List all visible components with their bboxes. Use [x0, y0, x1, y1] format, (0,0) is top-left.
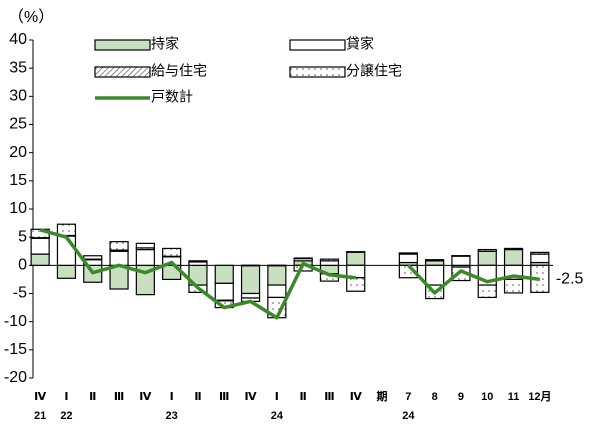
legend-swatch	[95, 40, 150, 50]
x-tick-label: 10	[481, 391, 493, 403]
bar-segment	[347, 278, 365, 292]
y-tick-label: 20	[9, 144, 27, 161]
year-label: 24	[402, 410, 415, 422]
year-label: 22	[60, 410, 72, 422]
x-tick-label: Ⅲ	[324, 391, 334, 403]
bar-segment	[531, 252, 549, 254]
y-tick-label: 30	[9, 88, 27, 105]
legend-label: 給与住宅	[151, 63, 207, 79]
x-tick-label: Ⅰ	[64, 391, 68, 403]
y-unit: （%）	[8, 8, 54, 26]
x-tick-label: 11	[508, 391, 520, 403]
x-tick-label: Ⅳ	[34, 391, 47, 403]
bar-segment	[242, 294, 260, 299]
legend-swatch	[95, 67, 150, 77]
bar-segment	[242, 265, 260, 266]
y-tick-label: 40	[9, 31, 27, 48]
bar-segment	[163, 248, 181, 256]
bar-segment	[242, 265, 260, 293]
x-tick-label: Ⅲ	[114, 391, 124, 403]
bar-segment	[531, 254, 549, 262]
year-label: 24	[271, 410, 284, 422]
bar-segment	[215, 265, 233, 283]
bar-segment	[136, 243, 154, 248]
bar-segment	[505, 248, 523, 249]
x-tick-label: 12月	[528, 390, 551, 403]
bar-segment	[294, 258, 312, 259]
bar-segment	[505, 250, 523, 266]
bar-segment	[478, 251, 496, 265]
bar-segment	[347, 252, 365, 253]
y-tick-label: 5	[18, 228, 27, 245]
bar-segment	[57, 236, 75, 265]
x-tick-label: Ⅱ	[300, 391, 307, 403]
y-tick-label: -20	[4, 369, 27, 386]
bar-segment	[215, 283, 233, 300]
x-tick-label: Ⅱ	[194, 391, 201, 403]
bar-segment	[110, 242, 128, 250]
bar-segment	[320, 259, 338, 261]
x-tick-label: 8	[432, 391, 438, 403]
bar-segment	[268, 265, 286, 266]
bar-segment	[320, 261, 338, 266]
y-tick-label: 15	[9, 172, 27, 189]
bar-segment	[478, 285, 496, 297]
legend-label: 貸家	[346, 36, 374, 52]
x-tick-label: Ⅱ	[89, 391, 96, 403]
y-tick-label: -15	[4, 341, 27, 358]
x-tick-label: Ⅳ	[139, 391, 152, 403]
legend-label: 戸数計	[151, 89, 193, 105]
y-tick-label: -10	[4, 313, 27, 330]
bar-segment	[399, 254, 417, 262]
x-tick-label: 7	[405, 391, 411, 403]
bar-segment	[268, 265, 286, 285]
legend-swatch	[290, 67, 345, 77]
bar-segment	[505, 279, 523, 293]
bar-segment	[31, 238, 49, 254]
y-tick-label: 35	[9, 59, 27, 76]
x-tick-label: Ⅰ	[275, 391, 279, 403]
x-tick-label: 期	[377, 389, 388, 403]
y-tick-label: -5	[13, 285, 27, 302]
value-label: -2.5	[556, 271, 584, 288]
year-label: 21	[34, 410, 46, 422]
x-tick-label: Ⅰ	[170, 391, 174, 403]
y-tick-label: 10	[9, 200, 27, 217]
bar-segment	[136, 250, 154, 266]
bar-segment	[31, 254, 49, 265]
x-tick-label: Ⅳ	[245, 391, 258, 403]
bar-segment	[268, 285, 286, 297]
bar-segment	[426, 261, 444, 266]
legend-label: 分譲住宅	[346, 63, 402, 79]
bar-segment	[478, 250, 496, 252]
x-tick-label: 9	[458, 391, 464, 403]
legend-swatch	[290, 40, 345, 50]
bar-segment	[189, 261, 207, 262]
x-tick-label: Ⅲ	[219, 391, 229, 403]
bar-segment	[426, 260, 444, 261]
x-tick-label: Ⅳ	[350, 391, 363, 403]
bar-segment	[347, 252, 365, 266]
bar-segment	[452, 256, 470, 266]
year-label: 23	[166, 410, 178, 422]
bar-segment	[57, 265, 75, 278]
legend-label: 持家	[151, 36, 179, 52]
bar-segment	[426, 265, 444, 285]
bar-segment	[84, 256, 102, 259]
bar-segment	[110, 251, 128, 265]
y-tick-label: 25	[9, 116, 27, 133]
bar-segment	[399, 253, 417, 254]
y-tick-label: 0	[18, 257, 27, 274]
